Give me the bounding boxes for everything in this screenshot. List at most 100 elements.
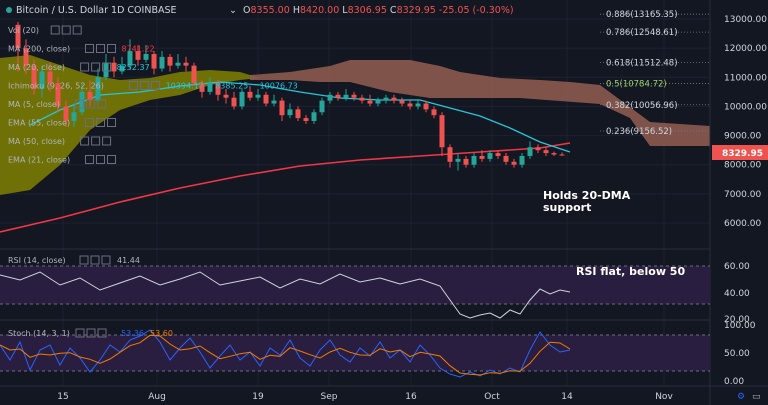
candle-body bbox=[119, 65, 125, 72]
chevron-down-icon[interactable]: ⌄ bbox=[229, 5, 237, 16]
close-icon[interactable] bbox=[102, 62, 112, 72]
candle-body bbox=[383, 97, 389, 101]
candle-body bbox=[311, 112, 317, 121]
candle-body bbox=[415, 103, 421, 107]
candle-body bbox=[519, 155, 525, 165]
settings-icon[interactable] bbox=[96, 44, 105, 53]
indicator-label[interactable]: MA (5, close) bbox=[8, 100, 60, 109]
time-tick-label: Sep bbox=[321, 392, 338, 402]
time-tick-label: Nov bbox=[655, 392, 673, 402]
time-tick-label: 15 bbox=[57, 392, 68, 402]
indicator-label[interactable]: EMA (21, close) bbox=[8, 156, 70, 165]
eye-icon[interactable] bbox=[75, 328, 85, 338]
indicator-label[interactable]: Vol (20) bbox=[8, 26, 39, 35]
ma20-line bbox=[29, 81, 571, 153]
close-icon[interactable] bbox=[151, 81, 161, 90]
candle-body bbox=[455, 158, 461, 162]
candle-body bbox=[551, 153, 557, 155]
candle-body bbox=[431, 109, 437, 116]
rsi-line bbox=[0, 271, 571, 319]
rsi-label[interactable]: RSI (14, close) bbox=[8, 256, 66, 265]
close-icon[interactable] bbox=[101, 255, 111, 265]
stoch-d-value: 53.60 bbox=[150, 329, 173, 338]
candle-body bbox=[199, 83, 205, 92]
eye-icon[interactable] bbox=[129, 81, 139, 90]
price-axis[interactable]: 13000.00 12000.00 11000.00 10000.00 9000.00 8… bbox=[724, 15, 767, 229]
settings-icon[interactable] bbox=[96, 155, 105, 164]
settings-icon[interactable] bbox=[90, 255, 100, 265]
candle-body bbox=[527, 147, 533, 156]
stoch-label[interactable]: Stoch (14, 3, 1) bbox=[8, 329, 70, 338]
close-icon[interactable] bbox=[107, 44, 116, 53]
eye-icon[interactable] bbox=[79, 255, 89, 265]
candle-body bbox=[399, 100, 405, 104]
candle-body bbox=[191, 65, 197, 84]
rsi-tools[interactable] bbox=[79, 255, 111, 265]
stoch-axis: 100.00 50.00 0.00 bbox=[724, 321, 756, 387]
close-icon[interactable] bbox=[102, 136, 112, 146]
candle-body bbox=[255, 94, 261, 98]
close-icon[interactable] bbox=[107, 155, 116, 164]
candle-body bbox=[407, 103, 413, 107]
eye-icon[interactable] bbox=[80, 136, 90, 146]
indicator-label[interactable]: MA (50, close) bbox=[8, 137, 65, 146]
price-tick-label: 12000.00 bbox=[724, 44, 767, 54]
candle-body bbox=[367, 100, 373, 104]
candle-body bbox=[15, 24, 21, 49]
fibonacci-levels: 0.886(13165.35) 0.786(12548.61) 0.618(1151… bbox=[600, 10, 710, 137]
cloud-bullish bbox=[0, 55, 260, 195]
settings-icon[interactable] bbox=[91, 136, 101, 146]
settings-icon[interactable] bbox=[86, 328, 96, 338]
settings-gear-icon[interactable]: ⚙ bbox=[737, 392, 745, 402]
rsi-tick-label: 40.00 bbox=[724, 289, 750, 299]
rsi-tick-label: 20.00 bbox=[724, 315, 750, 325]
candle-body bbox=[511, 161, 517, 165]
settings-icon[interactable] bbox=[140, 81, 150, 90]
eye-icon[interactable] bbox=[75, 99, 85, 109]
candle-body bbox=[167, 56, 173, 66]
indicator-label[interactable]: Ichimoku (9, 26, 52, 26) bbox=[8, 82, 104, 91]
price-badge-text: 8329.95 bbox=[722, 149, 763, 159]
settings-icon[interactable] bbox=[91, 62, 101, 72]
indicator-legend: Vol (20) MA (200, close) 8741.22 MA (20, cl… bbox=[8, 25, 298, 165]
time-tick-label: 16 bbox=[405, 392, 417, 402]
close-icon[interactable] bbox=[97, 99, 107, 109]
indicator-label[interactable]: MA (20, close) bbox=[8, 63, 65, 72]
auto-scale-icon[interactable]: ▭ bbox=[752, 392, 761, 402]
stoch-k-value: 53.36 bbox=[121, 329, 144, 338]
cloud-bearish bbox=[250, 60, 710, 146]
close-icon[interactable] bbox=[107, 118, 116, 127]
indicator-label[interactable]: MA (200, close) bbox=[8, 45, 70, 54]
eye-icon[interactable] bbox=[85, 44, 94, 53]
close-icon[interactable] bbox=[97, 328, 107, 338]
fib-label: 0.886(13165.35) bbox=[606, 10, 678, 20]
stoch-tools[interactable] bbox=[75, 328, 107, 338]
stoch-tick-label: 50.00 bbox=[724, 349, 750, 359]
candle-body bbox=[247, 91, 253, 98]
settings-icon[interactable] bbox=[96, 118, 105, 127]
close-icon[interactable] bbox=[72, 25, 82, 35]
eye-icon[interactable] bbox=[80, 62, 90, 72]
price-tick-label: 6000.00 bbox=[724, 219, 761, 229]
time-axis[interactable]: 15 Aug 19 Sep 16 Oct 14 Nov bbox=[57, 392, 673, 402]
candle-body bbox=[223, 94, 229, 98]
header-symbol[interactable]: Bitcoin / U.S. Dollar 1D COINBASE bbox=[16, 5, 177, 16]
candle-body bbox=[271, 100, 277, 104]
candle-body bbox=[375, 100, 381, 104]
settings-icon[interactable] bbox=[61, 25, 71, 35]
candle-body bbox=[239, 91, 245, 107]
eye-icon[interactable] bbox=[50, 25, 60, 35]
fib-label: 0.5(10784.72) bbox=[606, 80, 667, 90]
indicator-label[interactable]: EMA (55, close) bbox=[8, 119, 70, 128]
candle-body bbox=[231, 97, 237, 107]
price-tick-label: 9000.00 bbox=[724, 132, 761, 142]
candle-body bbox=[47, 71, 53, 84]
eye-icon[interactable] bbox=[85, 155, 94, 164]
candle-body bbox=[215, 83, 221, 95]
candle-body bbox=[495, 153, 501, 156]
settings-icon[interactable] bbox=[86, 99, 96, 109]
eye-icon[interactable] bbox=[85, 118, 94, 127]
candle-body bbox=[359, 97, 365, 101]
candle-body bbox=[127, 51, 133, 66]
